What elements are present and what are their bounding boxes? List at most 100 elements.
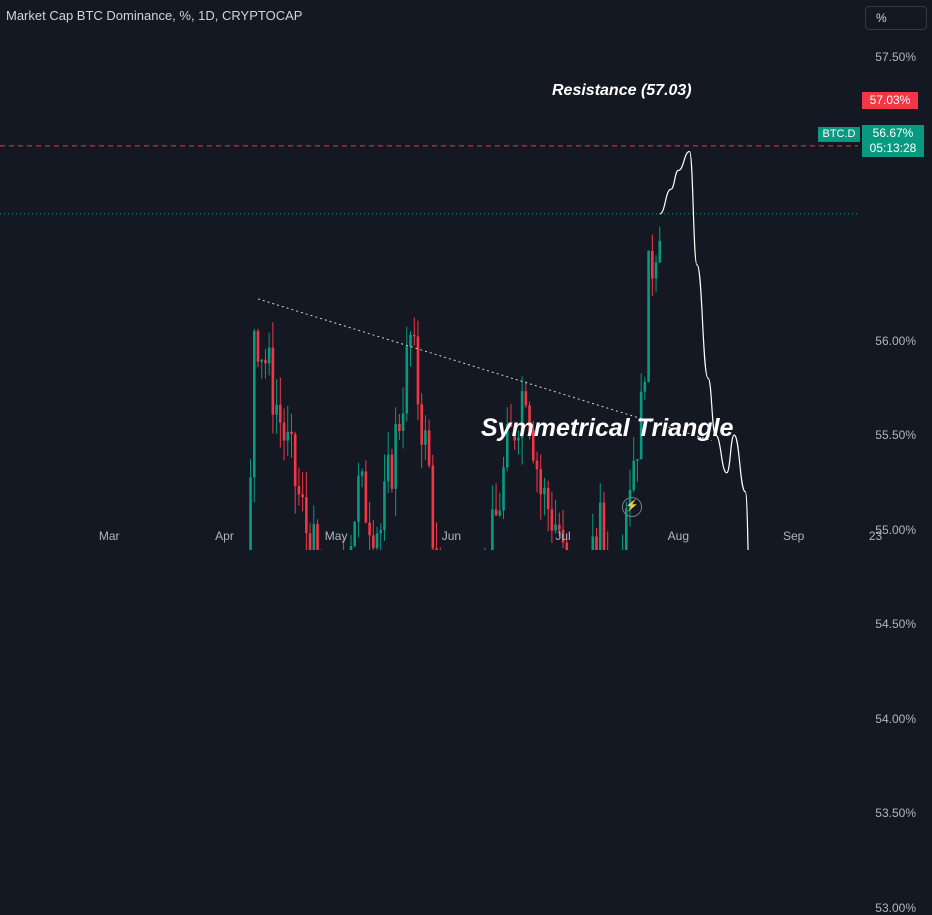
- candle-body: [416, 336, 420, 405]
- last-price-tag: 56.67% 05:13:28: [862, 125, 924, 157]
- last-price-value: 56.67%: [872, 126, 914, 140]
- candle-body: [517, 437, 520, 441]
- candle-body: [550, 509, 554, 531]
- candle-body: [632, 460, 636, 490]
- y-tick-label: 55.50%: [875, 428, 916, 442]
- x-tick-label: Jun: [441, 529, 462, 543]
- candle-body: [643, 381, 647, 392]
- pattern-label: Symmetrical Triangle: [481, 414, 734, 442]
- candle-body: [412, 334, 416, 337]
- candle-body: [260, 359, 264, 362]
- y-tick-label: 54.50%: [875, 617, 916, 631]
- candle-body: [386, 454, 390, 482]
- candle-body: [275, 404, 278, 415]
- candle-body: [509, 424, 513, 427]
- candle-body: [364, 471, 368, 523]
- candle-body: [543, 487, 546, 495]
- y-tick-label: 55.00%: [875, 522, 916, 537]
- candle-body: [383, 481, 386, 531]
- y-tick-label: 56.00%: [875, 333, 916, 348]
- chart-title: Market Cap BTC Dominance, %, 1D, CRYPTOC…: [6, 8, 303, 23]
- candle-body: [308, 533, 312, 550]
- candle-body: [535, 460, 539, 470]
- overlays: [0, 145, 858, 550]
- candle-body: [435, 548, 438, 550]
- x-tick-label: Mar: [98, 529, 120, 543]
- candle-body: [561, 529, 565, 543]
- y-tick-label: 53.50%: [875, 806, 916, 820]
- candle-body: [591, 536, 595, 550]
- resistance-price-tag: 57.03%: [862, 92, 918, 109]
- candle-body: [654, 262, 658, 279]
- candle-body: [297, 486, 301, 495]
- candle-body: [256, 330, 260, 362]
- x-tick-label: 23: [868, 529, 883, 543]
- candle-body: [420, 404, 423, 445]
- x-tick-label: Aug: [667, 529, 690, 543]
- projection-path: [659, 150, 749, 550]
- bar-countdown: 05:13:28: [869, 141, 917, 155]
- candle-body: [267, 347, 271, 364]
- candle-body: [647, 250, 650, 382]
- candle-body: [409, 334, 412, 347]
- candle-body: [405, 346, 409, 414]
- candle-body: [316, 524, 319, 550]
- candle-body: [546, 487, 550, 510]
- y-tick-label: 54.00%: [875, 711, 916, 726]
- candle-body: [491, 509, 494, 550]
- candle-body: [498, 510, 502, 516]
- candle-body: [636, 459, 639, 461]
- candle-body: [558, 524, 561, 530]
- candle-body: [379, 530, 383, 534]
- candle-body: [360, 471, 364, 476]
- candle-body: [349, 545, 353, 550]
- candle-body: [264, 359, 267, 364]
- x-tick-label: Jul: [555, 529, 571, 543]
- candle-body: [520, 391, 524, 438]
- candle-body: [658, 240, 662, 263]
- candle-body: [249, 477, 252, 550]
- candle-body: [290, 431, 293, 435]
- candle-body: [624, 508, 628, 550]
- candle-body: [505, 424, 509, 468]
- candle-body: [431, 465, 435, 549]
- candle-body: [353, 521, 357, 546]
- x-tick-label: May: [324, 529, 348, 543]
- unit-button[interactable]: %: [865, 6, 927, 30]
- candle-body: [279, 404, 282, 423]
- candle-body: [427, 430, 431, 466]
- candle-body: [531, 430, 535, 461]
- x-tick-label: Sep: [782, 529, 805, 543]
- candle-body: [401, 413, 405, 431]
- candle-body: [513, 426, 516, 441]
- candle-body: [539, 469, 543, 495]
- candle-body: [494, 509, 498, 516]
- candle-body: [528, 405, 531, 431]
- y-tick-label: 57.50%: [875, 50, 916, 64]
- candle-body: [286, 431, 290, 441]
- triangle-upper-line: [257, 298, 712, 442]
- candle-body: [398, 423, 401, 431]
- candle-body: [301, 494, 304, 498]
- candle-body: [524, 391, 528, 406]
- x-tick-label: Apr: [215, 529, 234, 543]
- candle-body: [312, 524, 316, 550]
- candle-body: [375, 533, 379, 549]
- candle-body: [394, 423, 397, 489]
- candle-body: [390, 454, 394, 489]
- candle-body: [595, 536, 598, 550]
- candle-body: [651, 250, 654, 279]
- price-chart[interactable]: [0, 0, 932, 550]
- candle-body: [252, 330, 256, 478]
- candles: [249, 226, 662, 550]
- candle-body: [271, 347, 275, 415]
- candle-body: [598, 502, 602, 550]
- candle-body: [293, 434, 297, 487]
- candle-body: [282, 422, 286, 441]
- resistance-label: Resistance (57.03): [552, 82, 692, 99]
- candle-body: [305, 497, 308, 534]
- lightning-bolt-icon[interactable]: ⚡: [622, 497, 642, 517]
- candle-body: [424, 430, 427, 445]
- candle-body: [368, 522, 371, 536]
- candle-body: [554, 524, 557, 531]
